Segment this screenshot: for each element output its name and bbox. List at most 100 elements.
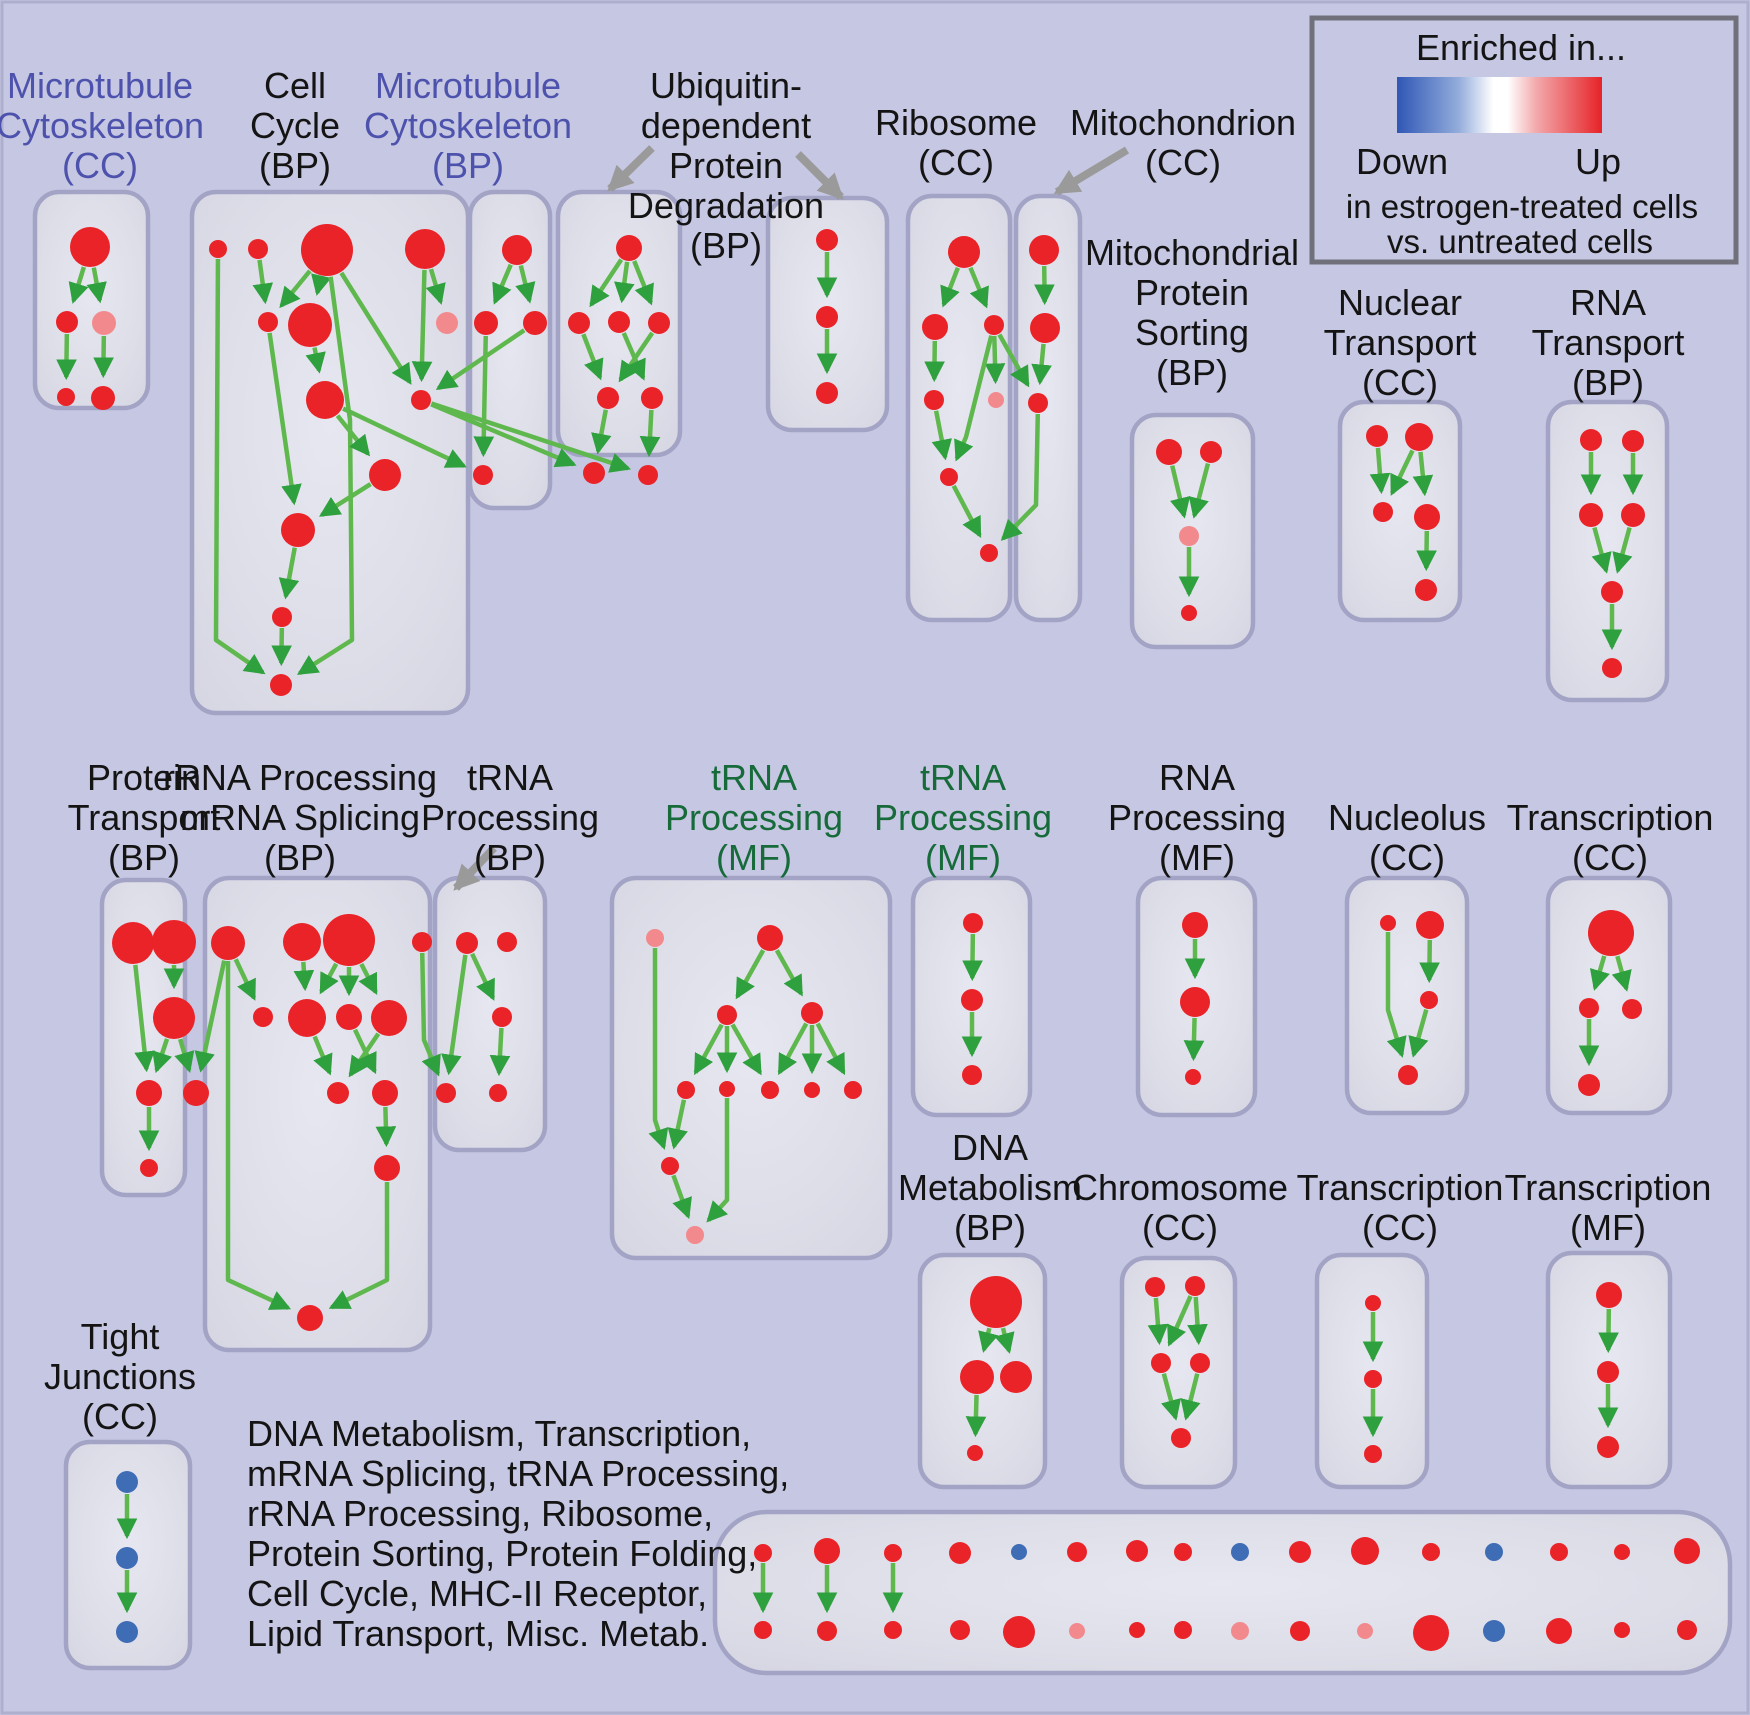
- trna-processing-mf-large-node-3-red: [801, 1002, 823, 1024]
- edge-ubiquitin-degradation-a: [589, 258, 624, 308]
- cluster-box-rna-transport-bp: [1545, 399, 1670, 703]
- misc-band-node-4-blue: [1011, 1544, 1027, 1560]
- label-trna-processing-mf-large-line-3: (MF): [716, 837, 792, 878]
- edge-ribosome-cc: [931, 410, 952, 461]
- rrna-processing-mrna-splicing-bp-node-11-red: [183, 1080, 209, 1106]
- edge-microtubule-cytoskeleton-cc: [86, 267, 107, 304]
- label-ubiquitin-dependent-protein-degradation-bp-line-1: Ubiquitin-: [650, 65, 802, 106]
- rrna-processing-mrna-splicing-bp-node-8-red: [327, 1082, 349, 1104]
- cross-edge-cell-cycle-bp-to-microtubule-cytoskeleton-bp: [342, 406, 467, 469]
- nucleolus-cc-node-3-red: [1398, 1065, 1418, 1085]
- legend-subtitle-line-1: in estrogen-treated cells: [1346, 188, 1698, 225]
- edge-rrna-processing-mrna-splicing-bp: [319, 962, 339, 995]
- trna-processing-bp-node-1-red: [497, 932, 517, 952]
- label-nuclear-transport-cc-line-2: Transport: [1324, 322, 1477, 363]
- misc-band-node-7-red: [1174, 1543, 1192, 1561]
- label-microtubule-cytoskeleton-bp-line-1: Microtubule: [375, 65, 561, 106]
- cell-cycle-bp-node-5-red: [258, 312, 278, 332]
- chromosome-cc-node-0-red: [1145, 1277, 1165, 1297]
- edge-microtubule-cytoskeleton-bp: [473, 335, 495, 458]
- misc-band-node-8-blue: [1231, 1543, 1249, 1561]
- label-trna-processing-mf-small-line-2: Processing: [874, 797, 1052, 838]
- protein-transport-bp-node-4-red: [140, 1159, 158, 1177]
- misc-band-node-26-pink: [1357, 1623, 1373, 1639]
- misc-band-node-14-red: [1614, 1544, 1630, 1560]
- label-cell-cycle-bp-line-1: Cell: [264, 65, 326, 106]
- edge-dna-metabolism-bp: [978, 1327, 999, 1353]
- trna-processing-bp-node-0-red: [456, 932, 478, 954]
- edge-mitochondrion-cc: [1031, 343, 1052, 386]
- mitochondrion-cc-node-0-red: [1029, 235, 1059, 265]
- ubiquitin-degradation-a-node-2-red: [608, 311, 630, 333]
- misc-band-node-9-red: [1289, 1541, 1311, 1563]
- trna-processing-mf-large-node-2-red: [717, 1005, 737, 1025]
- network-edges: [56, 252, 1644, 1614]
- nucleolus-cc-node-2-red: [1420, 991, 1438, 1009]
- edge-cell-cycle-bp: [271, 627, 292, 667]
- rrna-processing-mrna-splicing-bp-node-7-red: [371, 1000, 407, 1036]
- misc-band-node-21-pink: [1069, 1623, 1085, 1639]
- edge-transcription-mf: [1598, 1308, 1619, 1354]
- ribosome-cc-node-4-pink: [988, 392, 1004, 408]
- edge-dna-metabolism-bp: [965, 1394, 987, 1438]
- ribosome-cc-node-6-red: [980, 544, 998, 562]
- cross-edge-cell-cycle-bp-to-ubiquitin-degradation-a: [430, 401, 632, 473]
- cell-cycle-bp-node-2-red: [301, 224, 353, 276]
- microtubule-cytoskeleton-cc-node-3-red: [57, 388, 75, 406]
- label-rna-processing-mf-line-2: Processing: [1108, 797, 1286, 838]
- cluster-box-rrna-processing-mrna-splicing-bp: [202, 875, 433, 1353]
- trna-processing-mf-small-node-1-red: [961, 989, 983, 1011]
- transcription-mf-node-1-red: [1597, 1361, 1619, 1383]
- misc-band-node-20-red: [1003, 1616, 1035, 1648]
- edge-cell-cycle-bp: [335, 414, 371, 457]
- edge-rrna-processing-mrna-splicing-bp: [328, 1182, 390, 1310]
- edge-rrna-processing-mrna-splicing-bp: [375, 1106, 397, 1148]
- mitochondrial-protein-sorting-bp-node-1-red: [1200, 441, 1222, 463]
- edge-chromosome-cc: [1161, 1373, 1182, 1421]
- nucleolus-cc-node-1-red: [1416, 911, 1444, 939]
- label-trna-processing-bp-line-2: Processing: [421, 797, 599, 838]
- transcription-cc-mid-node-2-red: [1622, 999, 1642, 1019]
- microtubule-cytoskeleton-cc-node-4-red: [91, 386, 115, 410]
- rna-transport-bp-node-1-red: [1622, 430, 1644, 452]
- edge-trna-processing-bp: [470, 952, 496, 1001]
- rna-transport-bp-node-4-red: [1601, 581, 1623, 603]
- nucleolus-cc-node-0-red: [1380, 915, 1396, 931]
- label-ribosome-cc-line-1: Ribosome: [875, 102, 1037, 143]
- misc-band-node-1-red: [814, 1538, 840, 1564]
- label-dna-metabolism-bp-line-2: Metabolism: [898, 1167, 1082, 1208]
- rrna-processing-mrna-splicing-bp-node-2-red: [323, 914, 375, 966]
- misc-band-node-19-red: [950, 1620, 970, 1640]
- microtubule-cytoskeleton-cc-node-1-red: [56, 311, 78, 333]
- edge-trna-processing-mf-large: [648, 948, 669, 1150]
- edge-cell-cycle-bp: [305, 347, 326, 374]
- edge-trna-processing-mf-small: [962, 933, 983, 982]
- transcription-cc-bottom-node-2-red: [1364, 1445, 1382, 1463]
- cell-cycle-bp-node-12-red: [270, 674, 292, 696]
- cluster-box-misc-band: [712, 1509, 1733, 1676]
- label-rna-transport-bp-line-1: RNA: [1570, 282, 1646, 323]
- nuclear-transport-cc-node-3-red: [1414, 504, 1440, 530]
- label-tight-junctions-cc-line-1: Tight: [81, 1316, 160, 1357]
- label-misc-cluster-list-line-2: mRNA Splicing, tRNA Processing,: [247, 1453, 789, 1494]
- cell-cycle-bp-node-0-red: [209, 240, 227, 258]
- microtubule-cytoskeleton-bp-node-0-red: [502, 235, 532, 265]
- label-transcription-cc-bottom-line-2: (CC): [1362, 1207, 1438, 1248]
- nuclear-transport-cc-node-2-red: [1373, 502, 1393, 522]
- cell-cycle-bp-node-3-red: [405, 229, 445, 269]
- misc-band-node-12-blue: [1485, 1543, 1503, 1561]
- dna-metabolism-bp-node-0-red: [970, 1276, 1022, 1328]
- misc-band-node-30-red: [1614, 1622, 1630, 1638]
- edge-protein-transport-bp: [152, 1038, 172, 1074]
- mitochondrial-protein-sorting-bp-node-0-red: [1156, 439, 1182, 465]
- rna-transport-bp-node-3-red: [1621, 503, 1645, 527]
- edge-trna-processing-bp: [441, 954, 468, 1076]
- cell-cycle-bp-node-1-red: [248, 239, 268, 259]
- transcription-cc-mid-node-1-red: [1579, 998, 1599, 1018]
- edge-nucleolus-cc: [1419, 939, 1440, 984]
- cell-cycle-bp-node-4-pink: [436, 312, 458, 334]
- edge-ribosome-cc: [951, 484, 982, 539]
- edge-trna-processing-mf-large: [730, 1023, 763, 1076]
- nuclear-transport-cc-node-0-red: [1366, 425, 1388, 447]
- edge-trna-processing-mf-large: [667, 1099, 688, 1150]
